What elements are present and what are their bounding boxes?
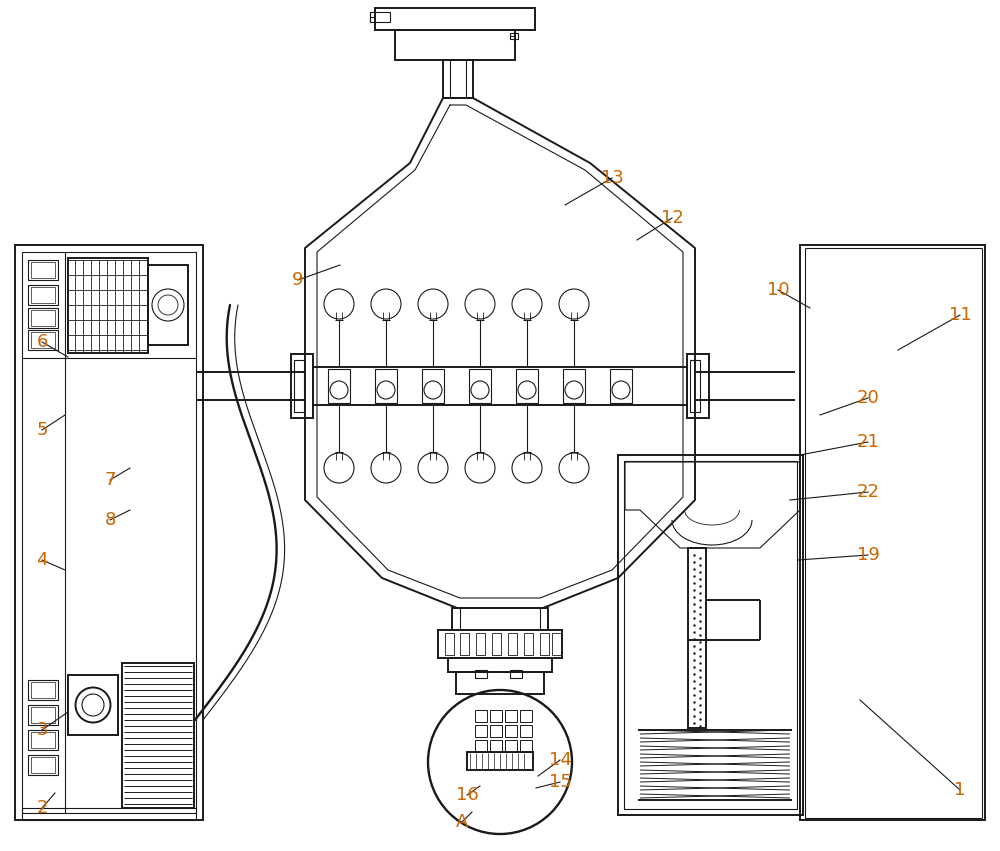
Bar	[452, 608, 548, 630]
Bar	[508, 633, 517, 655]
Bar	[31, 682, 55, 698]
Bar	[475, 670, 487, 678]
Bar	[28, 680, 58, 700]
Bar	[31, 262, 55, 278]
Bar	[122, 663, 194, 808]
Bar	[448, 658, 552, 672]
Bar	[520, 725, 532, 737]
Text: 8: 8	[104, 511, 116, 529]
Bar	[510, 33, 518, 39]
Text: 1: 1	[954, 781, 966, 799]
Text: 22: 22	[856, 483, 880, 501]
Bar	[28, 330, 58, 350]
Bar	[469, 369, 491, 403]
Text: 20: 20	[857, 389, 879, 407]
Bar	[690, 360, 700, 412]
Text: 2: 2	[36, 799, 48, 817]
Bar	[520, 710, 532, 722]
Bar	[510, 670, 522, 678]
Bar	[438, 630, 562, 658]
Bar	[375, 8, 535, 30]
Bar	[505, 725, 517, 737]
Bar	[31, 310, 55, 326]
Text: 19: 19	[857, 546, 879, 564]
Bar	[687, 354, 709, 418]
Bar	[443, 60, 473, 98]
Text: 9: 9	[292, 271, 304, 289]
Bar	[552, 633, 561, 655]
Bar	[22, 252, 196, 813]
Bar	[610, 369, 632, 403]
Bar	[31, 287, 55, 303]
Text: 6: 6	[36, 333, 48, 351]
Bar	[490, 710, 502, 722]
Bar	[688, 548, 706, 728]
Text: 12: 12	[661, 209, 683, 227]
Bar	[563, 369, 585, 403]
Text: 7: 7	[104, 471, 116, 489]
Bar	[294, 360, 304, 412]
Bar	[15, 245, 203, 820]
Bar	[28, 308, 58, 328]
Text: 5: 5	[36, 421, 48, 439]
Bar	[31, 707, 55, 723]
Bar	[490, 725, 502, 737]
Bar	[22, 808, 196, 820]
Text: 3: 3	[36, 721, 48, 739]
Bar	[28, 755, 58, 775]
Bar	[31, 757, 55, 773]
Bar	[31, 732, 55, 748]
Bar	[68, 675, 118, 735]
Text: A: A	[456, 813, 468, 831]
Bar	[505, 710, 517, 722]
Bar	[456, 672, 544, 694]
Bar	[395, 30, 515, 60]
Bar	[490, 740, 502, 752]
Bar	[370, 12, 390, 22]
Bar	[520, 740, 532, 752]
Bar	[68, 258, 148, 353]
Bar	[313, 367, 687, 405]
Bar	[422, 369, 444, 403]
Bar	[505, 740, 517, 752]
Bar	[148, 265, 188, 345]
Bar	[475, 710, 487, 722]
Bar	[524, 633, 533, 655]
Bar	[28, 705, 58, 725]
Text: 16: 16	[456, 786, 478, 804]
Bar	[467, 752, 533, 770]
Bar	[445, 633, 454, 655]
Bar	[476, 633, 485, 655]
Bar	[291, 354, 313, 418]
Bar	[618, 455, 803, 815]
Bar	[624, 461, 797, 809]
Bar	[516, 369, 538, 403]
Bar	[800, 245, 985, 820]
Text: 11: 11	[949, 306, 971, 324]
Bar	[31, 332, 55, 348]
Bar	[28, 260, 58, 280]
Text: 14: 14	[549, 751, 571, 769]
Text: 15: 15	[549, 773, 571, 791]
Text: 4: 4	[36, 551, 48, 569]
Bar	[475, 725, 487, 737]
Bar	[540, 633, 549, 655]
Bar	[375, 369, 397, 403]
Bar	[28, 730, 58, 750]
Bar	[328, 369, 350, 403]
Bar	[460, 633, 469, 655]
Bar	[475, 740, 487, 752]
Text: 10: 10	[767, 281, 789, 299]
Text: 13: 13	[601, 169, 623, 187]
Text: 21: 21	[857, 433, 879, 451]
Bar	[28, 285, 58, 305]
Bar	[492, 633, 501, 655]
